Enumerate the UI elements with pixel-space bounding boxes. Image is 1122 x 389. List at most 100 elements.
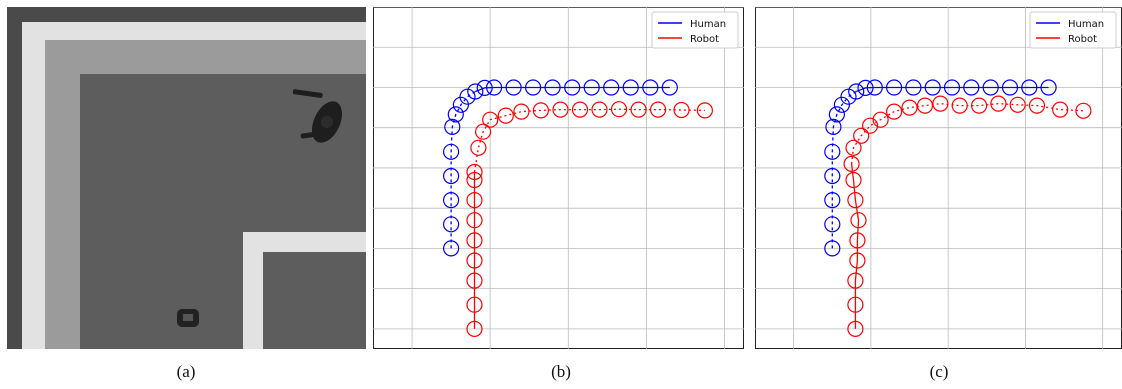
data-point-robot (482, 111, 499, 128)
person-arm-upper (292, 89, 323, 98)
data-point-robot (1075, 102, 1092, 119)
data-point-human (452, 96, 470, 113)
data-point-human (442, 167, 460, 185)
data-point-robot (847, 296, 864, 313)
data-point-human (467, 83, 484, 100)
data-point-human (825, 118, 842, 136)
data-point-human (505, 79, 522, 96)
series-line-robot-part2 (473, 108, 705, 173)
data-point-human (442, 143, 460, 160)
data-point-human (943, 79, 961, 96)
data-point-human (824, 192, 841, 209)
legend: Human Robot (1029, 11, 1117, 49)
data-point-robot (466, 171, 483, 189)
data-point-robot (849, 252, 866, 269)
data-point-human (442, 240, 460, 257)
data-point-human (866, 79, 883, 96)
data-point-human (459, 88, 476, 105)
data-point-robot (571, 101, 589, 118)
legend-label-robot: Robot (1068, 34, 1097, 45)
legend-box (1029, 11, 1117, 49)
legend-label-human: Human (690, 19, 726, 30)
person-figure (292, 89, 343, 143)
data-point-human (447, 106, 464, 123)
data-point-robot (916, 97, 934, 114)
data-point-human (564, 79, 581, 96)
data-point-robot (847, 192, 864, 209)
data-point-human (828, 106, 846, 123)
data-point-robot (497, 107, 514, 124)
data-point-robot (466, 163, 483, 181)
data-point-robot (843, 155, 860, 172)
data-point-robot (990, 95, 1007, 112)
data-point-human (1040, 79, 1057, 96)
data-point-robot (610, 101, 628, 118)
plot-canvas-c: Human Robot (755, 6, 1122, 349)
data-point-robot (466, 252, 483, 269)
trajectory-plot-b: Human Robot (373, 6, 744, 349)
data-point-human (824, 143, 841, 160)
data-point-human (476, 79, 493, 97)
data-point-human (963, 79, 980, 96)
data-point-human (661, 79, 678, 96)
data-point-robot (466, 272, 483, 289)
data-point-human (886, 79, 903, 96)
data-point-human (924, 79, 941, 96)
data-point-robot (872, 111, 889, 128)
data-point-robot (470, 139, 487, 156)
data-point-human (603, 79, 620, 96)
plot-frame (755, 7, 1122, 349)
data-point-robot (673, 101, 690, 119)
legend: Human Robot (651, 11, 739, 49)
data-point-robot (932, 95, 949, 112)
data-point-robot (466, 192, 483, 209)
data-point-human (642, 79, 659, 96)
data-point-robot (474, 123, 492, 140)
data-point-robot (650, 101, 667, 118)
series-line-human-part1 (831, 90, 857, 249)
caption-b: (b) (551, 362, 571, 381)
data-point-robot (1052, 101, 1069, 118)
caption-a: (a) (176, 362, 196, 381)
caption-c: (c) (929, 362, 949, 381)
data-point-robot (1028, 97, 1046, 114)
data-point-human (442, 216, 460, 233)
data-point-human (824, 240, 841, 257)
data-point-robot (845, 139, 862, 156)
data-point-robot (466, 296, 483, 313)
data-point-robot (853, 127, 870, 144)
data-point-robot (847, 320, 864, 337)
data-point-robot (466, 232, 483, 249)
scene-panel (7, 7, 366, 349)
data-point-robot (901, 99, 918, 116)
data-point-human (583, 79, 600, 96)
data-point-robot (513, 103, 530, 120)
series-line-human-part1 (450, 90, 476, 249)
data-point-robot (845, 171, 862, 189)
data-point-human (622, 79, 639, 96)
data-point-human (857, 79, 874, 97)
data-point-robot (466, 212, 483, 229)
data-point-robot (552, 101, 569, 118)
data-point-robot (861, 117, 879, 134)
data-point-robot (466, 320, 483, 337)
data-point-robot (849, 232, 866, 249)
data-point-human (485, 79, 503, 96)
legend-label-human: Human (1068, 19, 1104, 30)
data-point-robot (971, 97, 988, 114)
person-head (321, 116, 333, 128)
data-point-robot (532, 102, 549, 119)
data-point-robot (591, 101, 608, 118)
data-point-human (848, 83, 865, 100)
data-point-human (824, 216, 841, 233)
robot-top (183, 314, 193, 321)
data-point-human (444, 118, 461, 136)
legend-box (651, 11, 739, 49)
data-point-human (905, 79, 922, 96)
person-arm-lower (300, 130, 325, 139)
plot-frame (373, 7, 744, 349)
robot-figure (177, 309, 199, 327)
data-point-human (544, 79, 561, 96)
inner-floor (263, 252, 366, 349)
data-point-human (525, 79, 542, 96)
